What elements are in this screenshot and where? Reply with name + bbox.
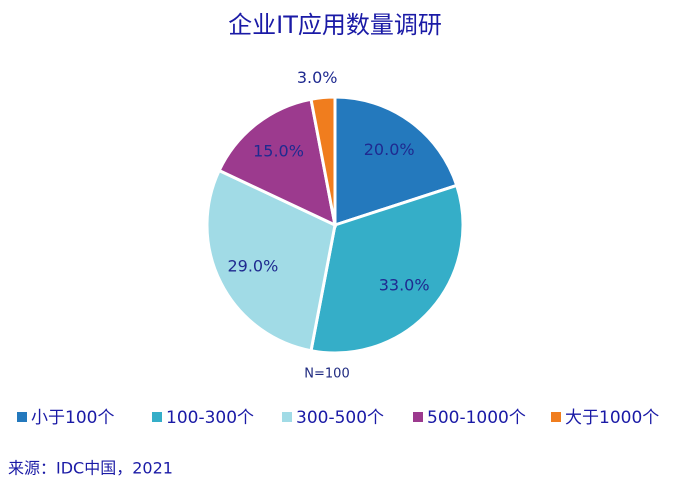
- legend-marker: [551, 412, 561, 422]
- pie-slice: [309, 183, 465, 355]
- pie-slice: [205, 168, 337, 353]
- legend-label: 300-500个: [296, 408, 384, 428]
- legend-marker: [17, 412, 27, 422]
- pie-slice: [309, 95, 337, 226]
- data-label: 29.0%: [227, 256, 278, 275]
- source: 来源：IDC中国，2021: [8, 459, 173, 478]
- pie-slice: [217, 97, 338, 228]
- data-label: 33.0%: [379, 275, 430, 294]
- data-label: 20.0%: [364, 140, 415, 159]
- legend-label: 100-300个: [166, 408, 254, 428]
- legend-label: 500-1000个: [427, 408, 526, 428]
- legend-label: 大于1000个: [565, 408, 659, 428]
- legend-marker: [282, 412, 292, 422]
- annotation: N=100: [304, 367, 349, 382]
- legend-marker: [413, 412, 423, 422]
- legend-marker: [152, 412, 162, 422]
- chart-title: 企业IT应用数量调研: [228, 11, 442, 39]
- legend-label: 小于100个: [31, 408, 114, 428]
- pie-slice: [333, 95, 459, 228]
- data-label: 15.0%: [253, 142, 304, 161]
- data-label: 3.0%: [297, 68, 338, 87]
